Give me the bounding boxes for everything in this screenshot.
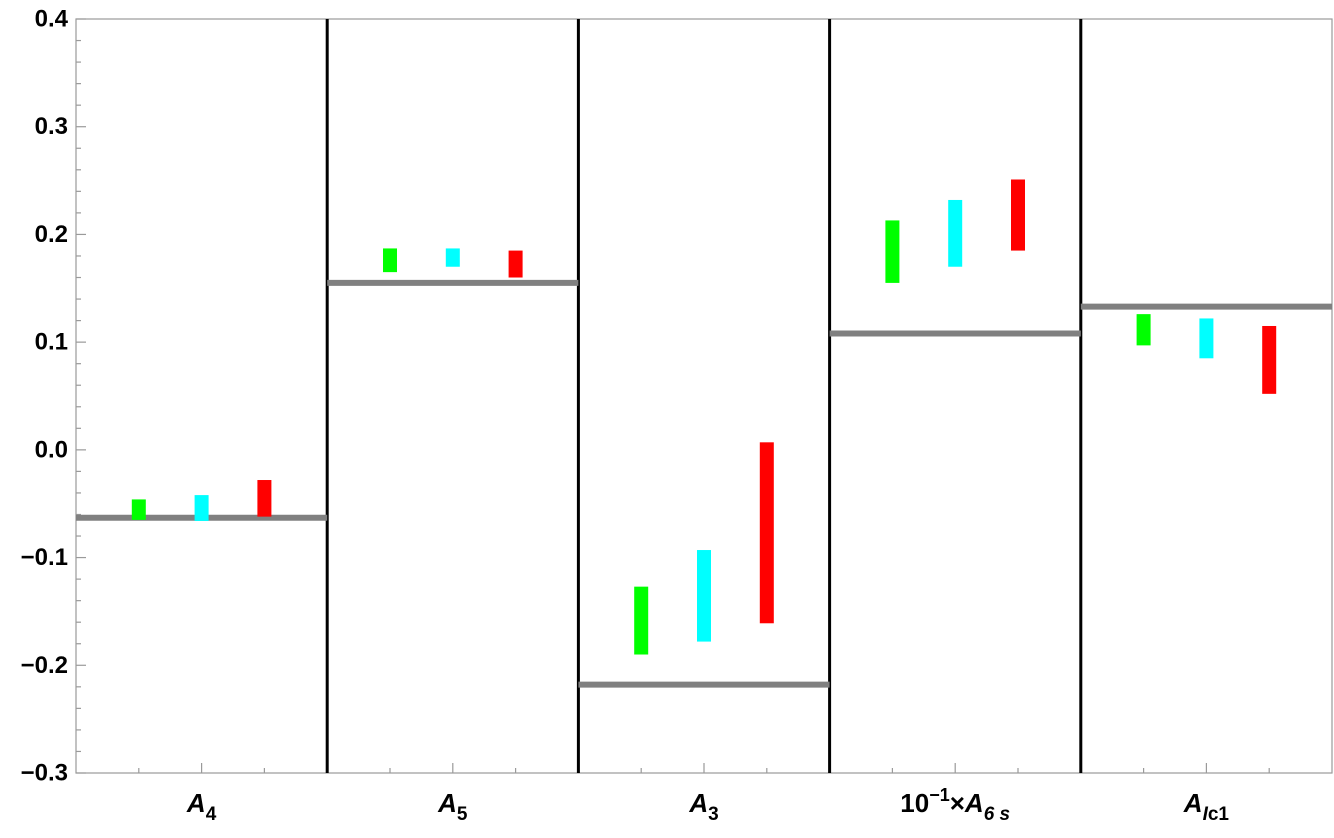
plot-frame [75, 18, 1333, 774]
x-axis: A4 A5 A3 10−1×A6 s AIc1 [138, 763, 1270, 825]
range-bar [257, 480, 272, 517]
y-axis: 0.4 0.3 0.2 0.1 0.0 −0.1 −0.2 −0.3 [21, 6, 86, 787]
panel-dividers [325, 19, 1083, 773]
range-bar [948, 199, 963, 267]
x-category-label-part: A [437, 788, 457, 818]
range-bars [131, 179, 1277, 655]
range-bar [194, 495, 209, 521]
x-category-label: 10−1×A6 s [900, 785, 1010, 825]
reference-lines [76, 279, 1332, 688]
y-tick-label: 0.2 [35, 221, 68, 248]
x-category-label-part: 6 s [984, 804, 1010, 825]
y-tick-label: 0.4 [35, 6, 69, 33]
range-bar [1262, 325, 1277, 394]
plot-border [75, 18, 1333, 774]
range-bar [759, 442, 774, 624]
x-category-label-part: A [186, 788, 206, 818]
y-tick-label: −0.2 [21, 652, 68, 679]
x-category-label-part: × [950, 788, 965, 818]
range-bar [1136, 314, 1151, 346]
x-category-label: A3 [688, 788, 718, 825]
y-tick-label: 0.0 [35, 436, 68, 463]
x-category-label-part: A [1183, 788, 1203, 818]
range-bar [1199, 318, 1214, 359]
range-bar [634, 586, 649, 655]
range-bar [445, 248, 460, 267]
x-category-label: A5 [437, 788, 468, 825]
range-bar [131, 499, 146, 520]
range-bar [508, 250, 523, 278]
x-category-label-part: A [964, 788, 984, 818]
x-category-label-part: −1 [929, 785, 950, 805]
x-category-label: AIc1 [1183, 788, 1230, 825]
range-bar [697, 550, 711, 642]
x-category-label-part: 5 [457, 804, 468, 825]
x-category-label: A4 [186, 788, 217, 825]
x-category-label-part: 4 [206, 804, 217, 825]
range-bar [383, 248, 397, 273]
y-tick-label: 0.3 [35, 113, 68, 140]
range-bar [1011, 179, 1025, 251]
x-category-label-part: I [1203, 804, 1209, 825]
x-category-label-part: c1 [1208, 804, 1230, 825]
x-category-label-part: 10 [900, 788, 929, 818]
x-category-label-part: A [688, 788, 708, 818]
x-category-label-part: 3 [708, 804, 719, 825]
y-tick-label: −0.3 [21, 760, 68, 787]
y-tick-label: −0.1 [21, 544, 68, 571]
range-bar [885, 220, 900, 283]
y-tick-label: 0.1 [35, 329, 68, 356]
